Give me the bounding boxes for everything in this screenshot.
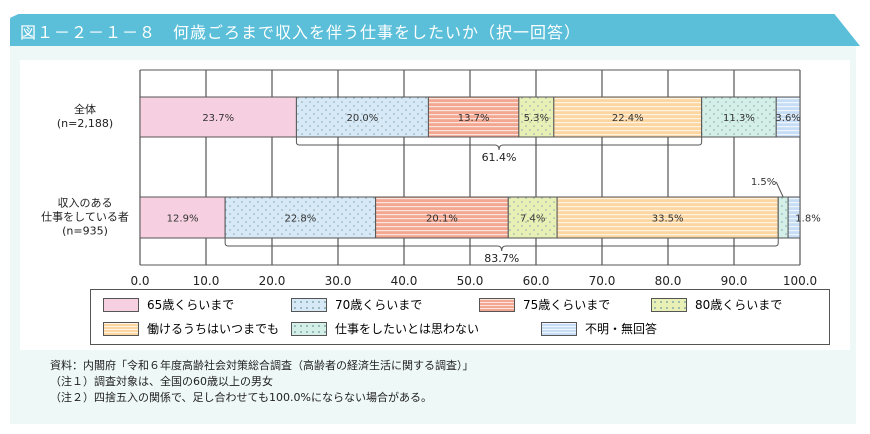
data-label: 22.8% [284,214,316,225]
bracket [295,137,703,151]
bar-segment [295,96,429,138]
legend-item: 働けるうちはいつまでも [103,320,279,337]
legend-swatch [479,297,515,312]
category-label: 収入のある [58,197,113,210]
data-label: 13.7% [458,113,490,124]
x-tick-label: 0.0 [130,274,149,288]
legend-swatch [291,297,327,312]
legend-swatch [291,321,327,336]
x-tick-label: 30.0 [325,274,352,288]
data-label: 33.5% [652,214,684,225]
leader-line [775,181,784,198]
x-tick-label: 20.0 [259,274,286,288]
legend-swatch [103,297,139,312]
category-label: 全体 [74,102,96,116]
data-label: 20.1% [426,214,458,225]
bracket [224,238,779,252]
legend-label: 働けるうちはいつまでも [147,322,280,336]
x-tick-label: 70.0 [589,274,616,288]
legend-item: 75歳くらいまで [479,296,610,313]
bar-segment [553,96,703,138]
x-tick-label: 40.0 [391,274,418,288]
data-label: 7.4% [520,214,545,225]
data-label: 3.6% [775,113,800,124]
source-note: 資料：内閣府「令和６年度高齢社会対策総合調査（高齢者の経済生活に関する調査）」 [50,359,474,372]
bracket-label: 83.7% [484,252,519,265]
legend-label: 不明・無回答 [585,322,658,336]
bracket-label: 61.4% [482,151,517,164]
legend-label: 仕事をしたいとは思わない [335,322,480,336]
legend-swatch [103,321,139,336]
category-label: (n=935) [62,225,108,238]
x-tick-label: 60.0 [523,274,550,288]
bar-segment [507,196,558,239]
data-label: 20.0% [347,113,379,124]
category-label: 仕事をしている者 [41,211,129,224]
legend-swatch [651,297,687,312]
legend-item: 80歳くらいまで [651,296,782,313]
legend-item: 不明・無回答 [541,320,657,337]
legend: 65歳くらいまで 70歳くらいまで 75歳くらいまで 80歳くらいまで働けるうちはいつ… [90,289,830,345]
x-tick-label: 100.0 [783,274,817,288]
category-label: (n=2,188) [57,117,113,130]
data-label: 1.8% [795,214,820,225]
bar-segment [375,196,509,239]
bar-segment [139,96,297,138]
bar-segment [701,96,777,138]
legend-label: 70歳くらいまで [335,298,423,312]
note-2: （注２）四捨五入の関係で、足し合わせても100.0%にならない場合がある。 [50,391,432,404]
data-label: 1.5% [751,177,776,188]
legend-item: 70歳くらいまで [291,296,422,313]
bar-segment [775,96,801,138]
x-tick-label: 50.0 [457,274,484,288]
data-label: 23.7% [202,113,234,124]
data-label: 22.4% [612,113,644,124]
legend-item: 仕事をしたいとは思わない [291,320,479,337]
legend-swatch [541,321,577,336]
bar-segment [777,196,789,239]
bar-segment [427,96,520,138]
data-label: 11.3% [723,113,755,124]
legend-label: 80歳くらいまで [695,298,783,312]
chart-title: 図１－２－１－８ 何歳ごろまで収入を伴う仕事をしたいか（択一回答） [20,23,582,42]
data-label: 5.3% [524,113,549,124]
note-1: （注１）調査対象は、全国の60歳以上の男女 [50,375,273,388]
legend-item: 65歳くらいまで [103,296,234,313]
title-bar [10,14,860,46]
bar-segment [139,196,226,239]
x-tick-label: 90.0 [721,274,748,288]
legend-label: 65歳くらいまで [147,298,235,312]
x-tick-label: 80.0 [655,274,682,288]
bar-segment [224,196,377,239]
bar-segment [787,196,801,239]
x-tick-label: 10.0 [193,274,220,288]
data-label: 12.9% [167,214,199,225]
legend-label: 75歳くらいまで [523,298,611,312]
